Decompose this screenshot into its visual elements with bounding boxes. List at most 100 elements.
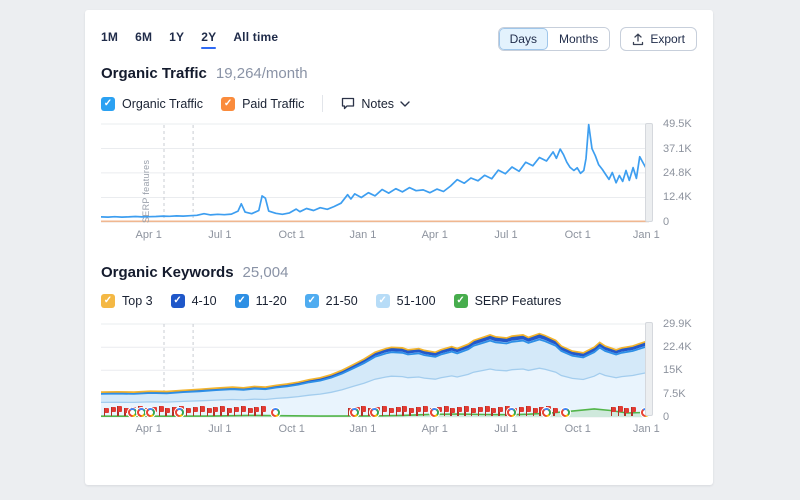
note-flag-marker[interactable] — [254, 407, 260, 416]
notes-dropdown[interactable]: Notes — [341, 97, 410, 111]
legend-label: 11-20 — [255, 294, 287, 308]
note-flag-marker[interactable] — [395, 407, 401, 416]
note-flag-marker[interactable] — [409, 408, 415, 416]
note-flag-marker[interactable] — [491, 408, 497, 416]
note-flag-marker[interactable] — [199, 406, 205, 416]
note-flag-marker[interactable] — [631, 407, 637, 416]
traffic-plot-area[interactable]: SERP features — [101, 123, 653, 224]
legend-item-21-50[interactable]: ✓ 21-50 — [304, 294, 358, 308]
range-tab-all-time[interactable]: All time — [233, 29, 279, 44]
note-flag-marker[interactable] — [103, 408, 109, 416]
google-update-icon[interactable] — [369, 408, 379, 417]
note-flag-marker[interactable] — [498, 407, 504, 416]
range-tab-6m[interactable]: 6M — [135, 29, 153, 44]
traffic-legend: ✓ Organic Traffic ✓ Paid Traffic Notes — [101, 95, 697, 112]
checkbox-icon: ✓ — [234, 294, 249, 308]
note-flag-marker[interactable] — [402, 406, 408, 416]
toolbar: 1M 6M 1Y 2Y All time Days Months Export — [101, 26, 697, 52]
range-tab-1m[interactable]: 1M — [101, 29, 119, 44]
note-flag-marker[interactable] — [617, 406, 623, 416]
note-flag-marker[interactable] — [422, 406, 428, 416]
note-flag-marker[interactable] — [518, 407, 524, 416]
note-flag-marker[interactable] — [240, 406, 246, 416]
google-update-icon[interactable] — [506, 408, 516, 417]
note-flag-marker[interactable] — [470, 408, 476, 416]
keywords-plot-area[interactable] — [101, 322, 653, 418]
traffic-x-axis: Apr 1 Jul 1 Oct 1 Jan 1 Apr 1 Jul 1 Oct 1 Jan 1 — [101, 229, 660, 244]
note-flag-marker[interactable] — [361, 406, 367, 416]
note-flag-marker[interactable] — [532, 408, 538, 416]
note-flag-marker[interactable] — [484, 406, 490, 416]
note-flag-marker[interactable] — [158, 406, 164, 416]
export-button[interactable]: Export — [620, 27, 697, 51]
note-flag-marker[interactable] — [416, 407, 422, 416]
google-update-icon[interactable] — [429, 408, 439, 417]
legend-label: SERP Features — [474, 294, 562, 308]
legend-label: Top 3 — [122, 294, 153, 308]
x-tick-label: Jan 1 — [349, 229, 377, 241]
note-flag-marker[interactable] — [464, 406, 469, 416]
note-flag-marker[interactable] — [117, 406, 123, 416]
note-flag-marker[interactable] — [247, 408, 253, 416]
google-update-icon[interactable] — [145, 408, 155, 417]
note-flag-marker[interactable] — [124, 408, 130, 416]
note-flag-marker[interactable] — [457, 407, 463, 416]
note-flag-marker[interactable] — [220, 406, 226, 416]
note-flag-marker[interactable] — [553, 408, 559, 416]
note-flag-marker[interactable] — [443, 406, 449, 416]
legend-item-11-20[interactable]: ✓ 11-20 — [234, 294, 287, 308]
google-update-icon[interactable] — [561, 408, 571, 417]
google-update-icon[interactable] — [136, 408, 146, 417]
note-flag-marker[interactable] — [185, 408, 191, 416]
note-flag-marker[interactable] — [381, 406, 387, 416]
notes-marker-strip — [101, 405, 650, 418]
note-flag-marker[interactable] — [450, 408, 456, 416]
google-update-icon[interactable] — [128, 408, 138, 417]
domain-overview-card: 1M 6M 1Y 2Y All time Days Months Export Organ… — [85, 10, 713, 485]
x-tick-label: Jul 1 — [208, 229, 232, 241]
notes-label: Notes — [361, 96, 395, 111]
checkbox-icon: ✓ — [375, 294, 390, 308]
note-flag-marker[interactable] — [477, 407, 483, 416]
note-flag-marker[interactable] — [233, 407, 239, 416]
x-tick-label: Apr 1 — [421, 229, 448, 241]
note-flag-marker[interactable] — [110, 407, 116, 416]
organic-traffic-header: Organic Traffic 19,264/month — [101, 65, 697, 82]
y-tick-label: 49.5K — [663, 118, 692, 130]
note-flag-marker[interactable] — [388, 408, 394, 416]
y-tick-label: 24.8K — [663, 166, 692, 179]
google-update-icon[interactable] — [175, 408, 184, 417]
toolbar-right: Days Months Export — [497, 27, 697, 51]
note-flag-marker[interactable] — [227, 408, 232, 416]
legend-item-51-100[interactable]: ✓ 51-100 — [375, 294, 436, 308]
legend-item-serp-features[interactable]: ✓ SERP Features — [453, 294, 562, 308]
checkbox-icon: ✓ — [304, 294, 319, 308]
range-tab-2y[interactable]: 2Y — [201, 30, 217, 49]
note-flag-marker[interactable] — [525, 406, 531, 416]
legend-item-paid-traffic[interactable]: ✓ Paid Traffic — [221, 96, 304, 111]
legend-label: 21-50 — [325, 294, 358, 308]
legend-item-4-10[interactable]: ✓ 4-10 — [170, 294, 217, 308]
x-tick-label: Jan 1 — [349, 423, 377, 435]
x-tick-label: Apr 1 — [135, 423, 162, 435]
google-update-icon[interactable] — [542, 408, 552, 417]
note-flag-marker[interactable] — [624, 408, 630, 416]
chart-scroll-handle[interactable] — [645, 123, 653, 222]
checkbox-icon: ✓ — [101, 96, 115, 111]
legend-item-top-3[interactable]: ✓ Top 3 — [101, 294, 153, 308]
note-flag-marker[interactable] — [165, 408, 171, 416]
band-51-100 — [101, 368, 649, 417]
traffic-chart-svg — [101, 123, 649, 223]
note-flag-marker[interactable] — [206, 408, 212, 416]
granularity-option-days[interactable]: Days — [498, 28, 548, 50]
chart-scroll-handle-2[interactable] — [645, 322, 653, 416]
range-tab-1y[interactable]: 1Y — [169, 29, 185, 44]
note-flag-marker[interactable] — [261, 406, 267, 416]
google-update-icon[interactable] — [350, 408, 360, 417]
note-flag-marker[interactable] — [192, 407, 198, 416]
note-flag-marker[interactable] — [610, 407, 616, 416]
google-update-icon[interactable] — [270, 408, 280, 417]
legend-item-organic-traffic[interactable]: ✓ Organic Traffic — [101, 96, 203, 111]
granularity-option-months[interactable]: Months — [547, 28, 610, 50]
note-flag-marker[interactable] — [213, 407, 219, 416]
